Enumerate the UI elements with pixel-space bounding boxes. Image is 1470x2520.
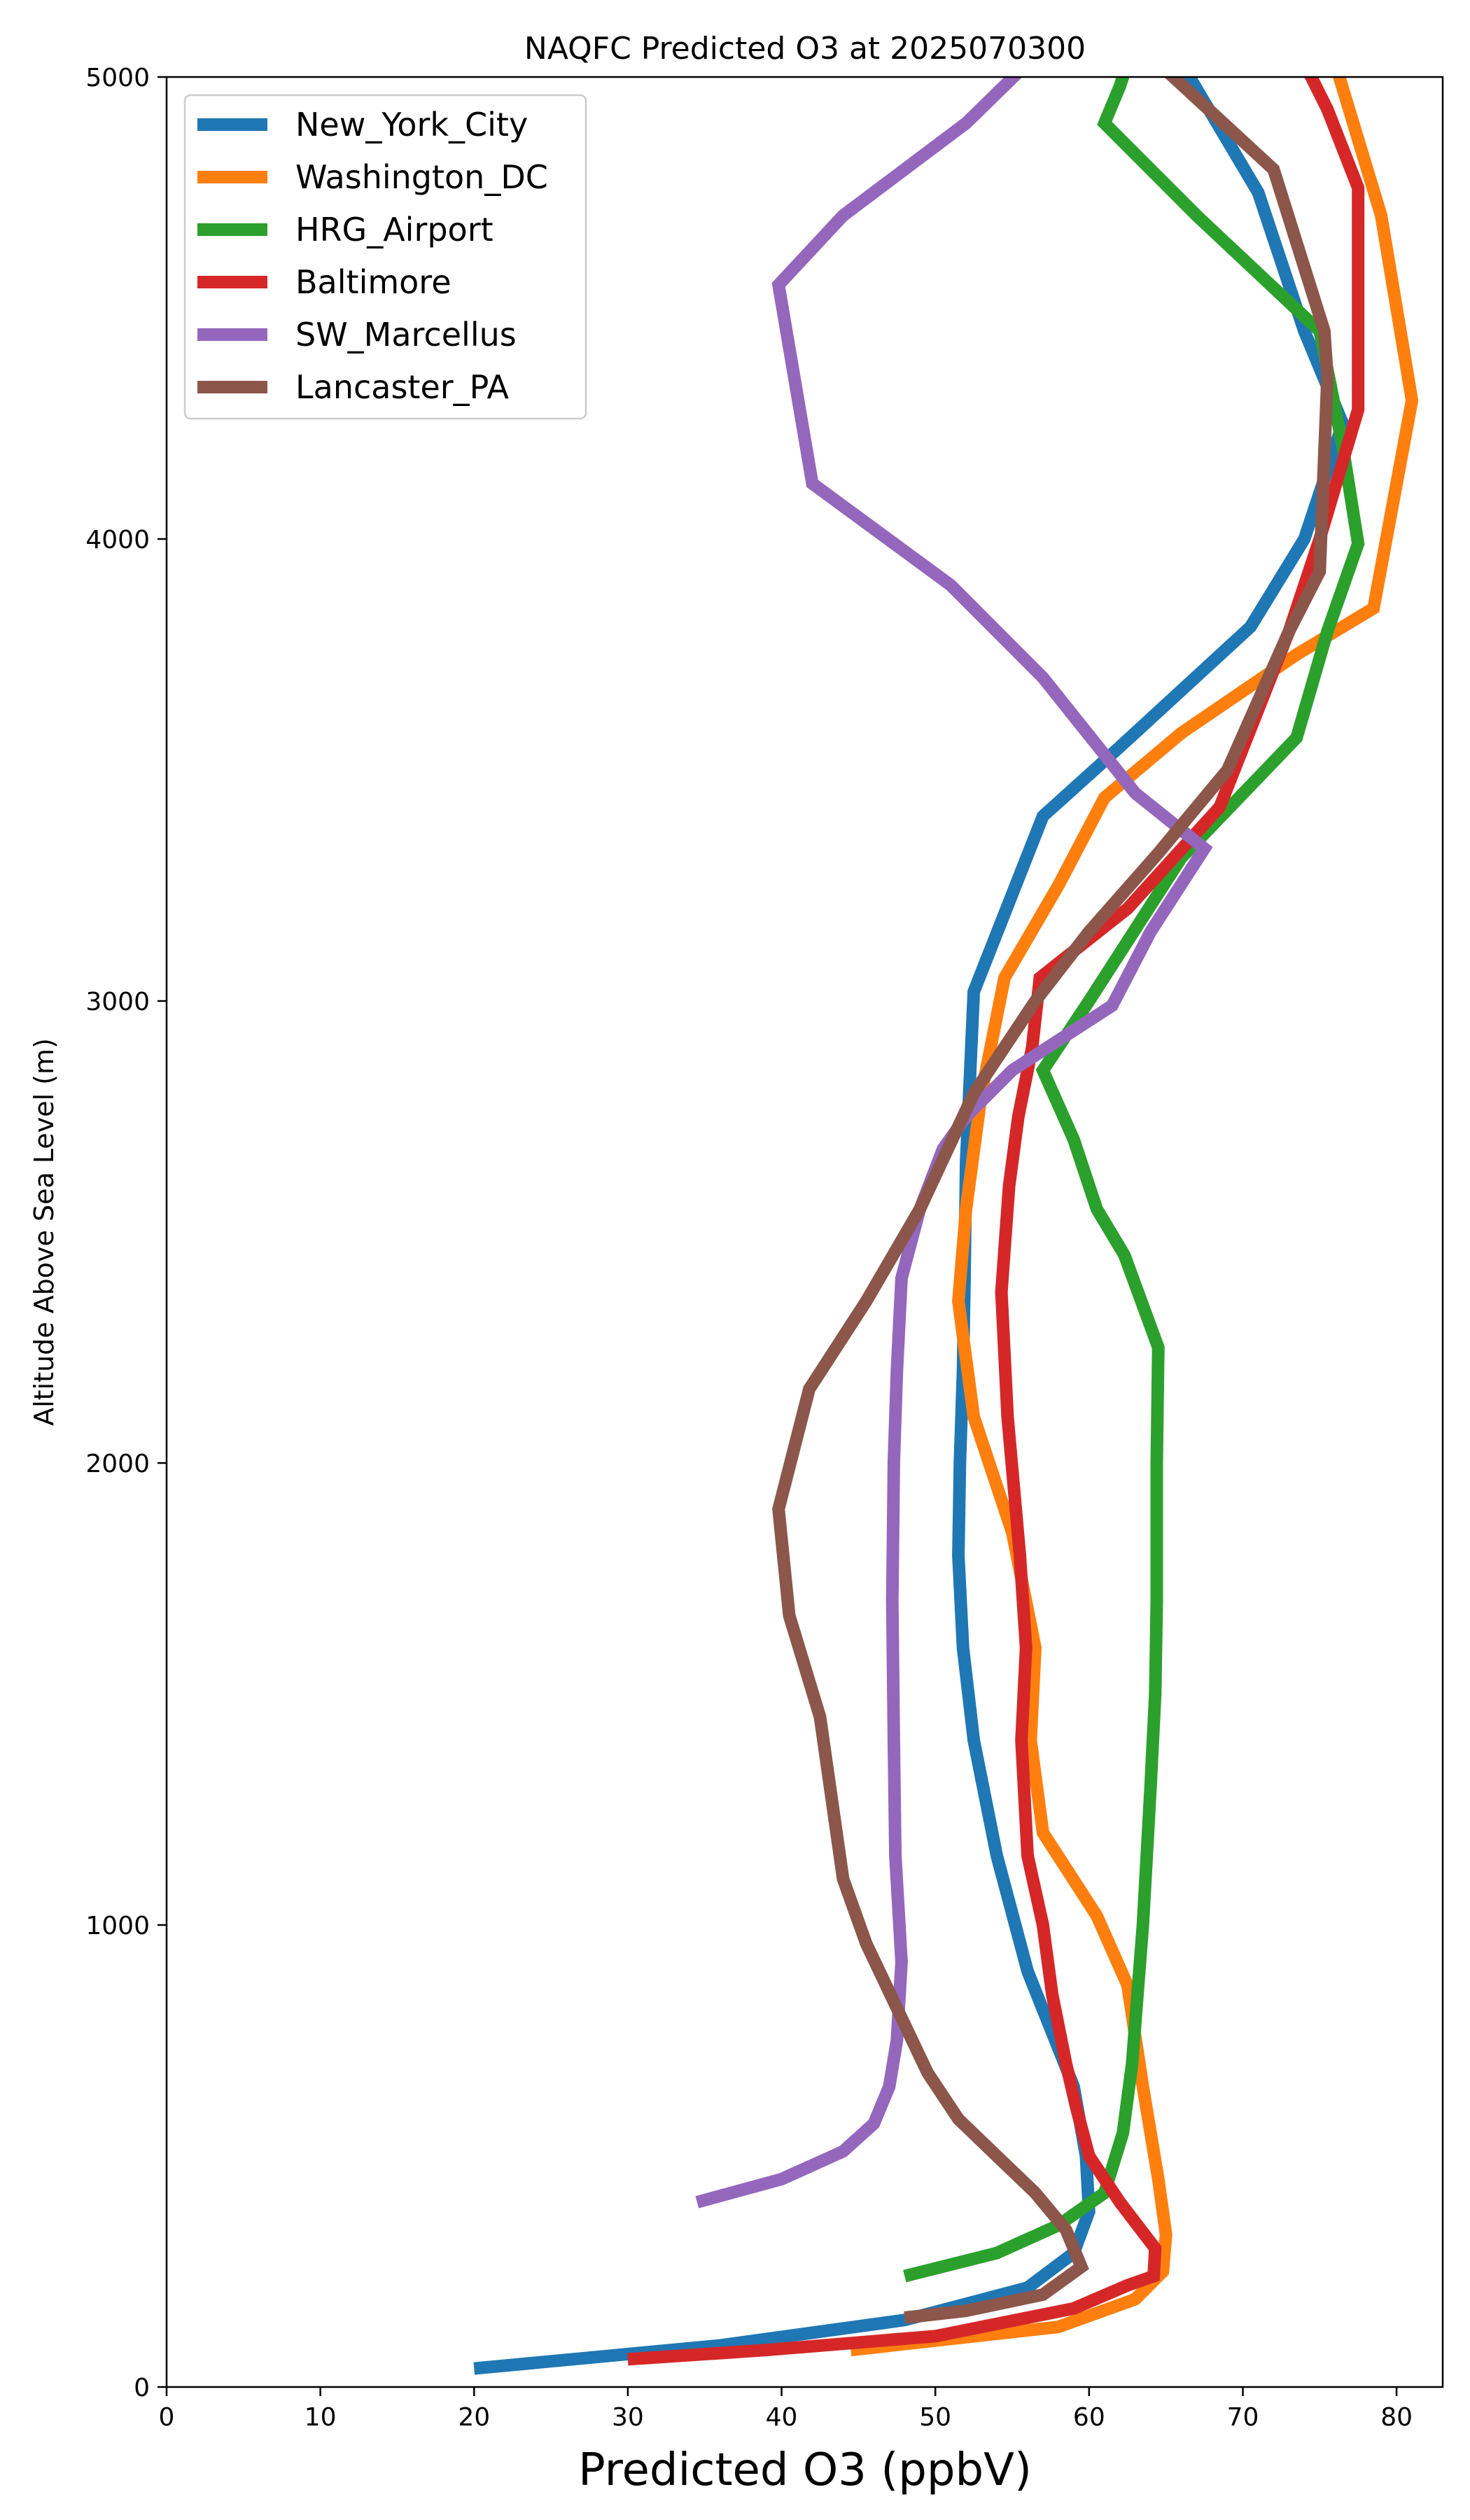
y-tick-label: 5000 [85, 64, 150, 92]
legend-items: New_York_City Washington_DC HRG_Airport Bal… [197, 106, 548, 406]
x-tick-label: 0 [159, 2403, 175, 2432]
x-axis-ticks: 0 10 20 30 40 50 60 70 80 [159, 2387, 1413, 2432]
x-tick-label: 30 [612, 2403, 644, 2432]
x-axis-label: Predicted O3 (ppbV) [578, 2444, 1032, 2496]
y-axis-label: Altitude Above Sea Level (m) [29, 1038, 59, 1426]
series-layer [473, 77, 1419, 2375]
x-tick-label: 50 [919, 2403, 951, 2432]
y-axis-ticks: 0 1000 2000 3000 4000 5000 [85, 64, 167, 2402]
legend-label-lancaster-pa: Lancaster_PA [295, 368, 509, 406]
legend-box [183, 94, 587, 420]
chart-title: NAQFC Predicted O3 at 2025070300 [524, 31, 1086, 66]
x-tick-label: 70 [1227, 2403, 1259, 2432]
legend-label-baltimore: Baltimore [295, 263, 451, 301]
x-tick-label: 80 [1380, 2403, 1413, 2432]
y-tick-label: 1000 [85, 1912, 150, 1940]
x-tick-label: 20 [458, 2403, 490, 2432]
y-tick-label: 0 [134, 2374, 150, 2402]
x-tick-label: 10 [304, 2403, 337, 2432]
x-tick-label: 40 [766, 2403, 798, 2432]
legend: New_York_City Washington_DC HRG_Airport Bal… [183, 94, 587, 420]
y-tick-label: 4000 [85, 526, 150, 554]
plot-frame [165, 76, 1444, 2388]
legend-label-sw-marcellus: SW_Marcellus [295, 316, 517, 354]
legend-label-new-york-city: New_York_City [295, 106, 528, 144]
y-tick-label: 2000 [85, 1450, 150, 1478]
legend-label-washington-dc: Washington_DC [295, 158, 548, 196]
series-line-lancaster-pa [772, 77, 1334, 2324]
y-tick-label: 3000 [85, 988, 150, 1016]
legend-label-hrg-airport: HRG_Airport [295, 211, 493, 248]
plot-area [473, 77, 1419, 2375]
x-tick-label: 60 [1073, 2403, 1105, 2432]
